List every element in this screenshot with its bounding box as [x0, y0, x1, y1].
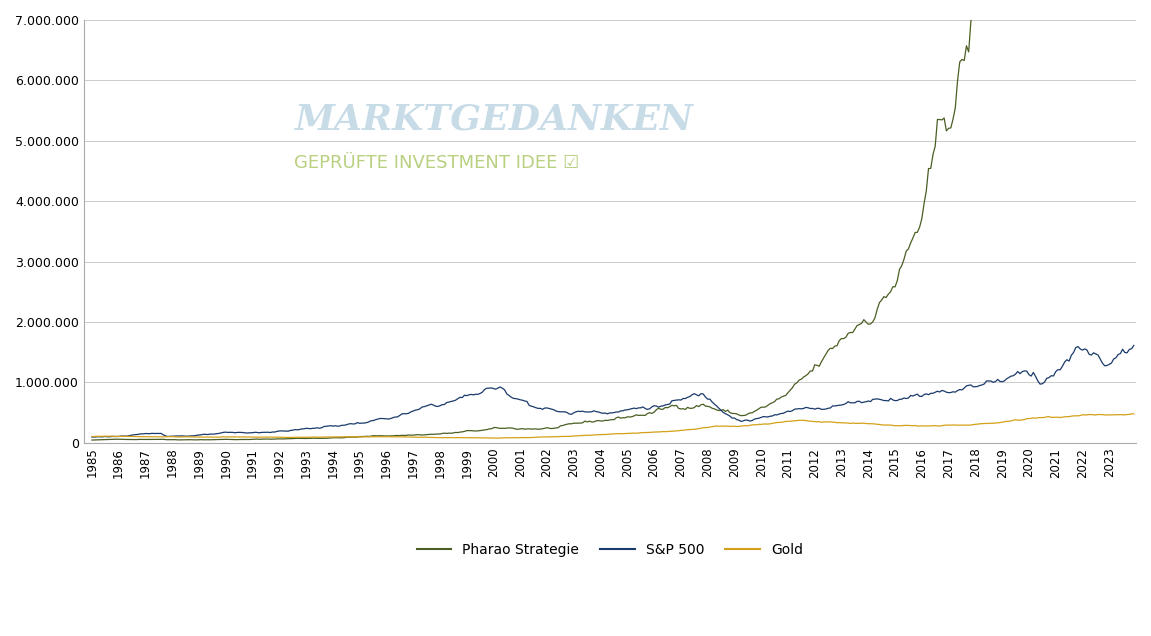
Text: MARKTGEDANKEN: MARKTGEDANKEN [295, 103, 693, 137]
Text: GEPRÜFTE INVESTMENT IDEE ☑: GEPRÜFTE INVESTMENT IDEE ☑ [295, 154, 580, 172]
Legend: Pharao Strategie, S&P 500, Gold: Pharao Strategie, S&P 500, Gold [411, 537, 809, 563]
